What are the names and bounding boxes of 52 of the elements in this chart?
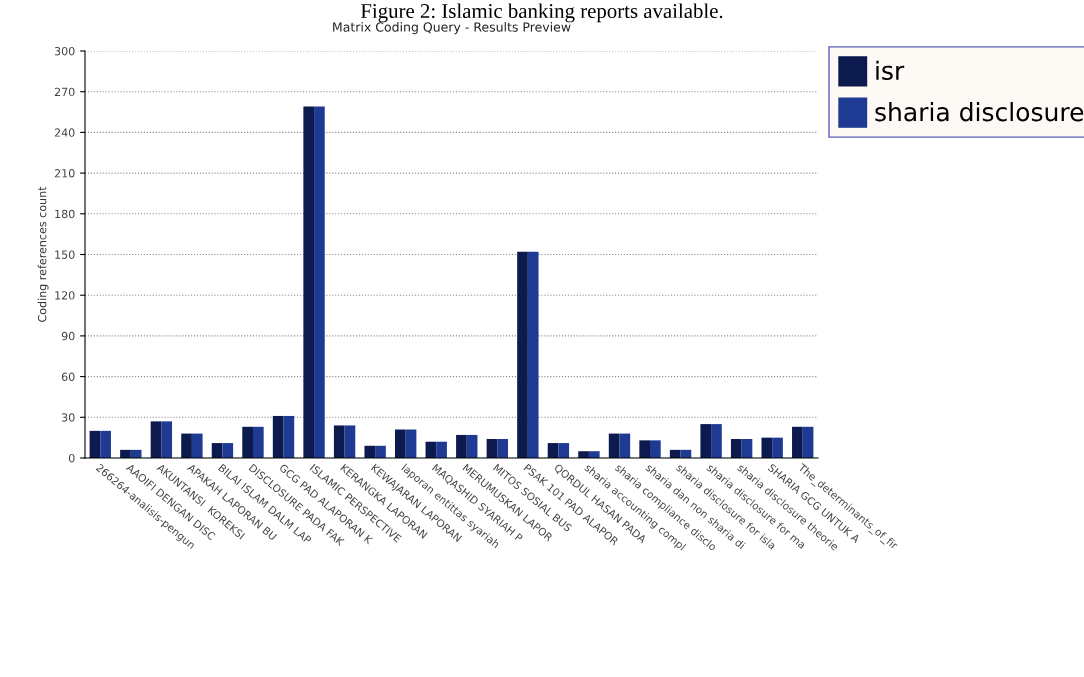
chart-title: Matrix Coding Query - Results Preview xyxy=(333,22,571,35)
y-tick-label: 300 xyxy=(54,46,75,56)
bar xyxy=(314,106,325,458)
y-tick-label: 30 xyxy=(61,413,75,422)
bar xyxy=(639,440,651,458)
y-tick-label: 210 xyxy=(54,169,75,178)
y-tick-label: 270 xyxy=(54,87,75,97)
bar xyxy=(272,415,284,458)
y-tick-label: 90 xyxy=(61,331,75,341)
y-tick-label: 0 xyxy=(68,453,75,463)
bar xyxy=(588,451,600,458)
bar xyxy=(303,106,315,458)
bar xyxy=(191,433,203,458)
bar xyxy=(497,439,508,458)
bar xyxy=(222,443,234,458)
bar xyxy=(344,425,356,458)
bar xyxy=(333,425,345,458)
bar xyxy=(242,426,253,458)
y-tick-label: 60 xyxy=(61,372,75,381)
bar xyxy=(517,251,528,458)
y-tick-label: 120 xyxy=(55,291,75,300)
bar xyxy=(802,426,814,458)
bar xyxy=(395,429,406,458)
bar xyxy=(283,415,295,458)
bar xyxy=(578,451,589,458)
legend-label: isr xyxy=(876,60,905,81)
bar xyxy=(700,424,712,458)
bar xyxy=(150,421,162,458)
bar xyxy=(364,445,376,458)
bar xyxy=(181,433,192,458)
bar xyxy=(619,433,631,458)
bar xyxy=(730,439,742,458)
bar xyxy=(456,434,467,458)
y-tick-label: 180 xyxy=(55,209,75,219)
bar xyxy=(527,251,539,458)
bar xyxy=(761,437,773,458)
y-axis-title: Coding references count xyxy=(37,186,49,322)
bar xyxy=(792,426,803,458)
bar xyxy=(711,424,722,458)
bar xyxy=(436,441,447,458)
legend-label: sharia disclosure xyxy=(875,102,1084,122)
bar xyxy=(650,440,661,458)
caption: Figure 2: Islamic banking reports available. xyxy=(360,3,723,23)
bar xyxy=(558,443,570,458)
bar xyxy=(100,430,111,458)
bar xyxy=(375,445,386,458)
bar xyxy=(252,426,264,458)
bar xyxy=(89,430,101,458)
y-tick-label: 150 xyxy=(55,250,75,259)
y-tick-label: 240 xyxy=(54,128,75,137)
bar xyxy=(772,437,783,458)
bar xyxy=(161,421,173,458)
